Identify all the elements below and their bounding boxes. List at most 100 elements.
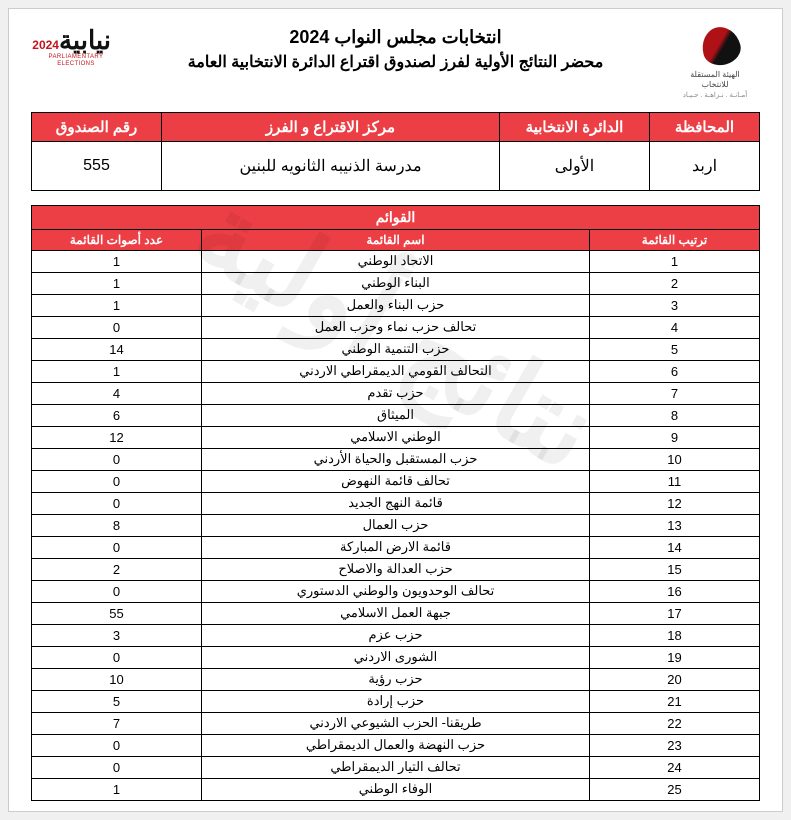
- list-votes: 0: [32, 448, 202, 470]
- list-votes: 0: [32, 580, 202, 602]
- iec-name-1: الهيئة المستقلة: [690, 70, 740, 80]
- list-row: 14قائمة الارض المباركة0: [32, 536, 760, 558]
- list-votes: 0: [32, 734, 202, 756]
- list-name: الشورى الاردني: [202, 646, 590, 668]
- list-name: طريقنا- الحزب الشيوعي الاردني: [202, 712, 590, 734]
- list-name: حزب العمال: [202, 514, 590, 536]
- list-votes: 4: [32, 382, 202, 404]
- list-votes: 0: [32, 316, 202, 338]
- list-row: 1الاتحاد الوطني1: [32, 250, 760, 272]
- list-rank: 22: [590, 712, 760, 734]
- list-name: حزب النهضة والعمال الديمقراطي: [202, 734, 590, 756]
- list-name: حزب البناء والعمل: [202, 294, 590, 316]
- list-row: 9الوطني الاسلامي12: [32, 426, 760, 448]
- iec-name-2: للانتخاب: [702, 80, 729, 90]
- list-rank: 23: [590, 734, 760, 756]
- list-rank: 3: [590, 294, 760, 316]
- list-rank: 15: [590, 558, 760, 580]
- list-row: 18حزب عزم3: [32, 624, 760, 646]
- lists-section-title: القوائم: [32, 205, 760, 229]
- list-row: 6التحالف القومي الديمقراطي الاردني1: [32, 360, 760, 382]
- parliament-logo-block: نيابية2024 PARLIAMENTARY ELECTIONS: [31, 27, 121, 69]
- list-name: الوفاء الوطني: [202, 778, 590, 800]
- val-center: مدرسة الذنيبه الثانويه للبنين: [162, 141, 500, 190]
- list-row: 10حزب المستقبل والحياة الأردني0: [32, 448, 760, 470]
- list-votes: 10: [32, 668, 202, 690]
- list-row: 2البناء الوطني1: [32, 272, 760, 294]
- list-rank: 11: [590, 470, 760, 492]
- list-row: 3حزب البناء والعمل1: [32, 294, 760, 316]
- list-row: 21حزب إرادة5: [32, 690, 760, 712]
- list-rank: 13: [590, 514, 760, 536]
- list-name: حزب تقدم: [202, 382, 590, 404]
- val-governorate: اربد: [650, 141, 760, 190]
- list-name: حزب رؤية: [202, 668, 590, 690]
- list-rank: 5: [590, 338, 760, 360]
- list-name: تحالف قائمة النهوض: [202, 470, 590, 492]
- list-votes: 1: [32, 272, 202, 294]
- list-votes: 14: [32, 338, 202, 360]
- val-district: الأولى: [500, 141, 650, 190]
- list-row: 4تحالف حزب نماء وحزب العمل0: [32, 316, 760, 338]
- list-votes: 2: [32, 558, 202, 580]
- list-name: البناء الوطني: [202, 272, 590, 294]
- list-row: 15حزب العدالة والاصلاح2: [32, 558, 760, 580]
- list-row: 20حزب رؤية10: [32, 668, 760, 690]
- lists-table: القوائم ترتيب القائمة اسم القائمة عدد أص…: [31, 205, 760, 801]
- list-row: 8الميثاق6: [32, 404, 760, 426]
- list-rank: 18: [590, 624, 760, 646]
- hdr-list-votes: عدد أصوات القائمة: [32, 229, 202, 250]
- hdr-governorate: المحافظة: [650, 112, 760, 141]
- list-rank: 6: [590, 360, 760, 382]
- list-votes: 6: [32, 404, 202, 426]
- list-name: تحالف الوحدويون والوطني الدستوري: [202, 580, 590, 602]
- iec-tagline: أمـانـة . نـزاهـة . حـيـاد: [683, 91, 747, 100]
- list-row: 25الوفاء الوطني1: [32, 778, 760, 800]
- list-row: 17جبهة العمل الاسلامي55: [32, 602, 760, 624]
- list-name: قائمة الارض المباركة: [202, 536, 590, 558]
- parliament-logo-icon: نيابية2024 PARLIAMENTARY ELECTIONS: [41, 27, 111, 69]
- list-votes: 1: [32, 250, 202, 272]
- list-name: قائمة النهج الجديد: [202, 492, 590, 514]
- main-title: انتخابات مجلس النواب 2024: [121, 27, 670, 48]
- list-rank: 4: [590, 316, 760, 338]
- document-page: نتائج أولية الهيئة المستقلة للانتخاب أمـ…: [8, 8, 783, 812]
- list-rank: 9: [590, 426, 760, 448]
- list-name: الاتحاد الوطني: [202, 250, 590, 272]
- list-rank: 25: [590, 778, 760, 800]
- list-votes: 0: [32, 470, 202, 492]
- list-name: التحالف القومي الديمقراطي الاردني: [202, 360, 590, 382]
- list-name: حزب المستقبل والحياة الأردني: [202, 448, 590, 470]
- hdr-center: مركز الاقتراع و الفرز: [162, 112, 500, 141]
- list-name: حزب العدالة والاصلاح: [202, 558, 590, 580]
- list-name: حزب إرادة: [202, 690, 590, 712]
- list-row: 24تحالف التيار الديمقراطي0: [32, 756, 760, 778]
- list-row: 11تحالف قائمة النهوض0: [32, 470, 760, 492]
- val-box-number: 555: [32, 141, 162, 190]
- list-votes: 1: [32, 778, 202, 800]
- list-name: جبهة العمل الاسلامي: [202, 602, 590, 624]
- list-rank: 8: [590, 404, 760, 426]
- sub-title: محضر النتائج الأولية لفرز لصندوق اقتراع …: [121, 52, 670, 72]
- list-votes: 7: [32, 712, 202, 734]
- info-table: المحافظة الدائرة الانتخابية مركز الاقترا…: [31, 112, 760, 191]
- list-row: 5حزب التنمية الوطني14: [32, 338, 760, 360]
- list-rank: 12: [590, 492, 760, 514]
- list-name: حزب التنمية الوطني: [202, 338, 590, 360]
- iec-logo-block: الهيئة المستقلة للانتخاب أمـانـة . نـزاه…: [670, 27, 760, 100]
- list-row: 7حزب تقدم4: [32, 382, 760, 404]
- list-row: 13حزب العمال8: [32, 514, 760, 536]
- list-row: 16تحالف الوحدويون والوطني الدستوري0: [32, 580, 760, 602]
- list-votes: 0: [32, 536, 202, 558]
- list-row: 19الشورى الاردني0: [32, 646, 760, 668]
- header: الهيئة المستقلة للانتخاب أمـانـة . نـزاه…: [31, 27, 760, 100]
- info-row: اربد الأولى مدرسة الذنيبه الثانويه للبني…: [32, 141, 760, 190]
- list-rank: 1: [590, 250, 760, 272]
- list-row: 12قائمة النهج الجديد0: [32, 492, 760, 514]
- list-votes: 1: [32, 294, 202, 316]
- list-votes: 8: [32, 514, 202, 536]
- list-rank: 19: [590, 646, 760, 668]
- hdr-box-number: رقم الصندوق: [32, 112, 162, 141]
- list-rank: 21: [590, 690, 760, 712]
- list-rank: 20: [590, 668, 760, 690]
